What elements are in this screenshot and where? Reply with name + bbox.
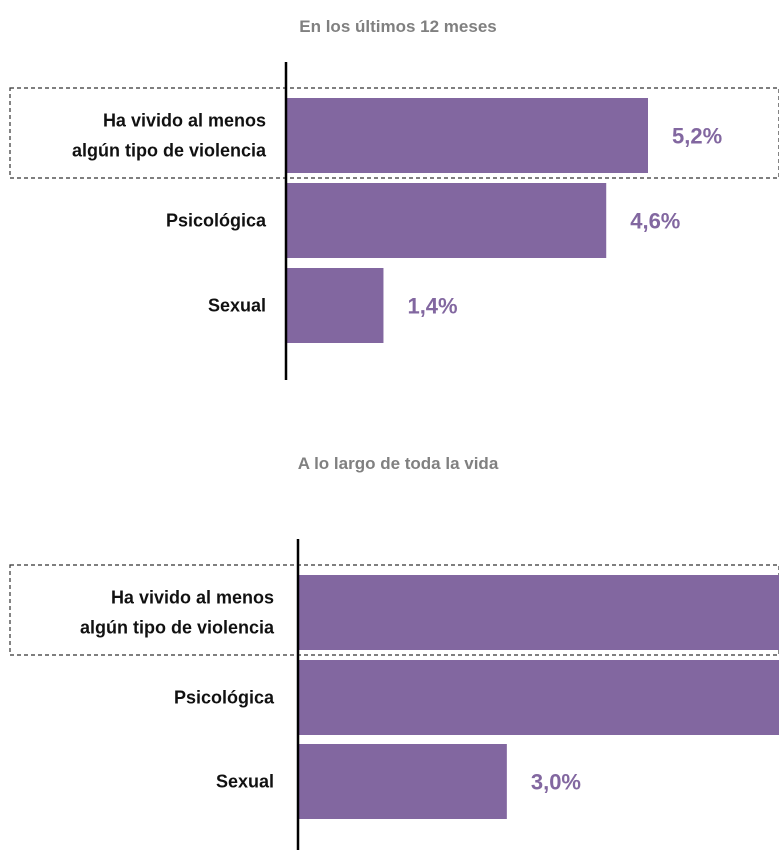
category-label: Psicológica bbox=[174, 688, 275, 708]
chart-title: En los últimos 12 meses bbox=[299, 17, 496, 36]
chart-panel-2: A lo largo de toda la vida Ha vivido al m… bbox=[9, 454, 779, 850]
highlight-box bbox=[9, 564, 779, 656]
category-label: Psicológica bbox=[166, 211, 267, 231]
category-label: algún tipo de violencia bbox=[72, 141, 267, 161]
value-label: 1,4% bbox=[407, 294, 457, 319]
category-label: Ha vivido al menos bbox=[103, 111, 266, 131]
bar bbox=[298, 660, 779, 735]
bar bbox=[286, 183, 607, 258]
chart-panel-1: En los últimos 12 meses Ha vivido al meno… bbox=[9, 17, 779, 380]
value-label: 3,0% bbox=[531, 770, 581, 795]
bar bbox=[286, 268, 384, 343]
category-label: algún tipo de violencia bbox=[80, 618, 275, 638]
value-label: 5,2% bbox=[672, 124, 722, 149]
category-label: Sexual bbox=[208, 296, 266, 316]
chart-title: A lo largo de toda la vida bbox=[298, 454, 499, 473]
bar bbox=[298, 575, 779, 650]
bar bbox=[286, 98, 648, 173]
bar bbox=[298, 744, 507, 819]
category-label: Ha vivido al menos bbox=[111, 588, 274, 608]
category-label: Sexual bbox=[216, 772, 274, 792]
highlight-box bbox=[9, 87, 779, 179]
value-label: 4,6% bbox=[630, 209, 680, 234]
